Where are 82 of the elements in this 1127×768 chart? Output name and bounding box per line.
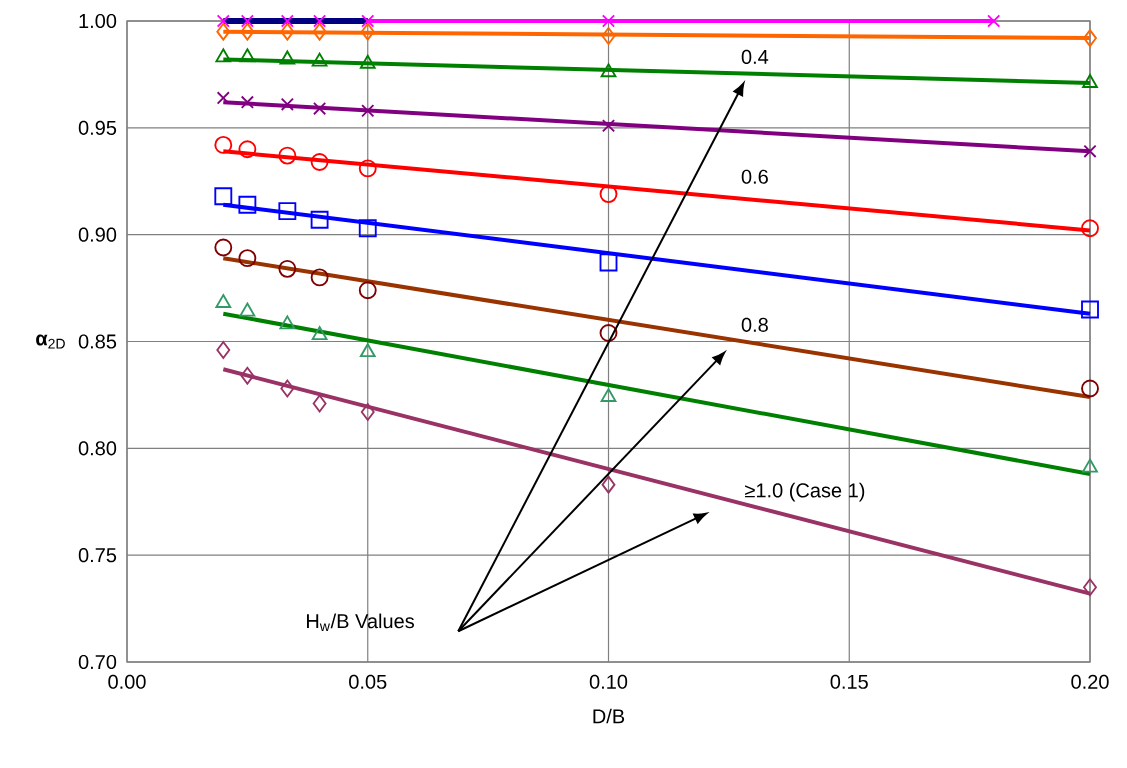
- point: [214, 135, 233, 154]
- point: [238, 140, 257, 159]
- annotation: 0.8: [741, 317, 768, 332]
- point: [599, 185, 618, 204]
- point: [361, 14, 375, 28]
- point: [216, 341, 231, 359]
- point: [240, 22, 255, 41]
- point: [313, 102, 327, 116]
- point: [216, 22, 231, 41]
- point: [1081, 300, 1099, 319]
- point: [359, 343, 376, 358]
- y-tick-label: 0.95: [78, 120, 117, 135]
- x-tick-label: 0.10: [589, 674, 628, 689]
- y-tick-label: 0.85: [78, 334, 117, 349]
- point: [599, 253, 618, 272]
- point: [358, 281, 377, 300]
- point: [1083, 29, 1097, 48]
- point: [360, 403, 375, 421]
- annotation: 0.4: [741, 49, 769, 64]
- point: [599, 324, 618, 342]
- point: [1081, 379, 1099, 398]
- point: [278, 146, 297, 165]
- y-tick-label: 0.75: [78, 548, 117, 563]
- point: [240, 95, 254, 109]
- point: [238, 195, 257, 214]
- point: [240, 14, 254, 28]
- y-tick-label: 0.70: [78, 654, 117, 670]
- x-tick-label: 0.00: [108, 674, 146, 689]
- point: [279, 315, 296, 330]
- point: [601, 119, 616, 133]
- point: [238, 249, 257, 268]
- point: [239, 48, 256, 63]
- point: [240, 366, 255, 385]
- point: [216, 91, 230, 105]
- point: [280, 379, 295, 398]
- point: [1083, 144, 1097, 158]
- point: [310, 268, 329, 287]
- point: [987, 14, 1001, 28]
- y-tick-label: 1.00: [79, 13, 117, 29]
- y-tick-label: 0.80: [78, 441, 117, 456]
- point: [360, 22, 375, 41]
- y-tick-label: 0.90: [78, 227, 117, 242]
- point: [239, 302, 256, 317]
- point: [1083, 578, 1097, 597]
- point: [312, 22, 327, 41]
- x-tick-label: 0.05: [349, 674, 387, 689]
- x-tick-label: 0.15: [830, 674, 868, 689]
- point: [358, 159, 377, 178]
- point: [280, 22, 295, 41]
- point: [1082, 74, 1098, 88]
- point: [600, 63, 617, 78]
- x-axis-title: D/B: [593, 708, 625, 724]
- point: [601, 475, 616, 494]
- point: [310, 210, 329, 229]
- point: [311, 52, 328, 67]
- annotation: ≥1.0 (Case 1): [745, 482, 865, 502]
- point: [600, 388, 617, 402]
- point: [601, 27, 616, 45]
- point: [312, 394, 327, 413]
- point: [358, 219, 377, 238]
- point: [1081, 219, 1099, 238]
- y-axis-title: α$_{2D}$: [36, 334, 65, 349]
- point: [278, 202, 297, 221]
- point: [359, 54, 376, 69]
- point: [216, 14, 230, 28]
- point: [601, 14, 616, 28]
- point: [1082, 458, 1098, 473]
- point: [361, 104, 375, 118]
- point: [313, 14, 327, 28]
- point: [215, 48, 232, 63]
- annotation: 0.6: [741, 169, 768, 184]
- point: [280, 97, 294, 111]
- point: [280, 14, 294, 28]
- point: [215, 294, 232, 308]
- point: [214, 238, 233, 257]
- x-tick-label: 0.20: [1071, 674, 1109, 689]
- point: [214, 187, 233, 206]
- point: [279, 50, 296, 65]
- point: [278, 259, 297, 278]
- point: [310, 153, 329, 171]
- point: [311, 326, 328, 341]
- annotation: H$_{w}$/B Values: [307, 613, 414, 631]
